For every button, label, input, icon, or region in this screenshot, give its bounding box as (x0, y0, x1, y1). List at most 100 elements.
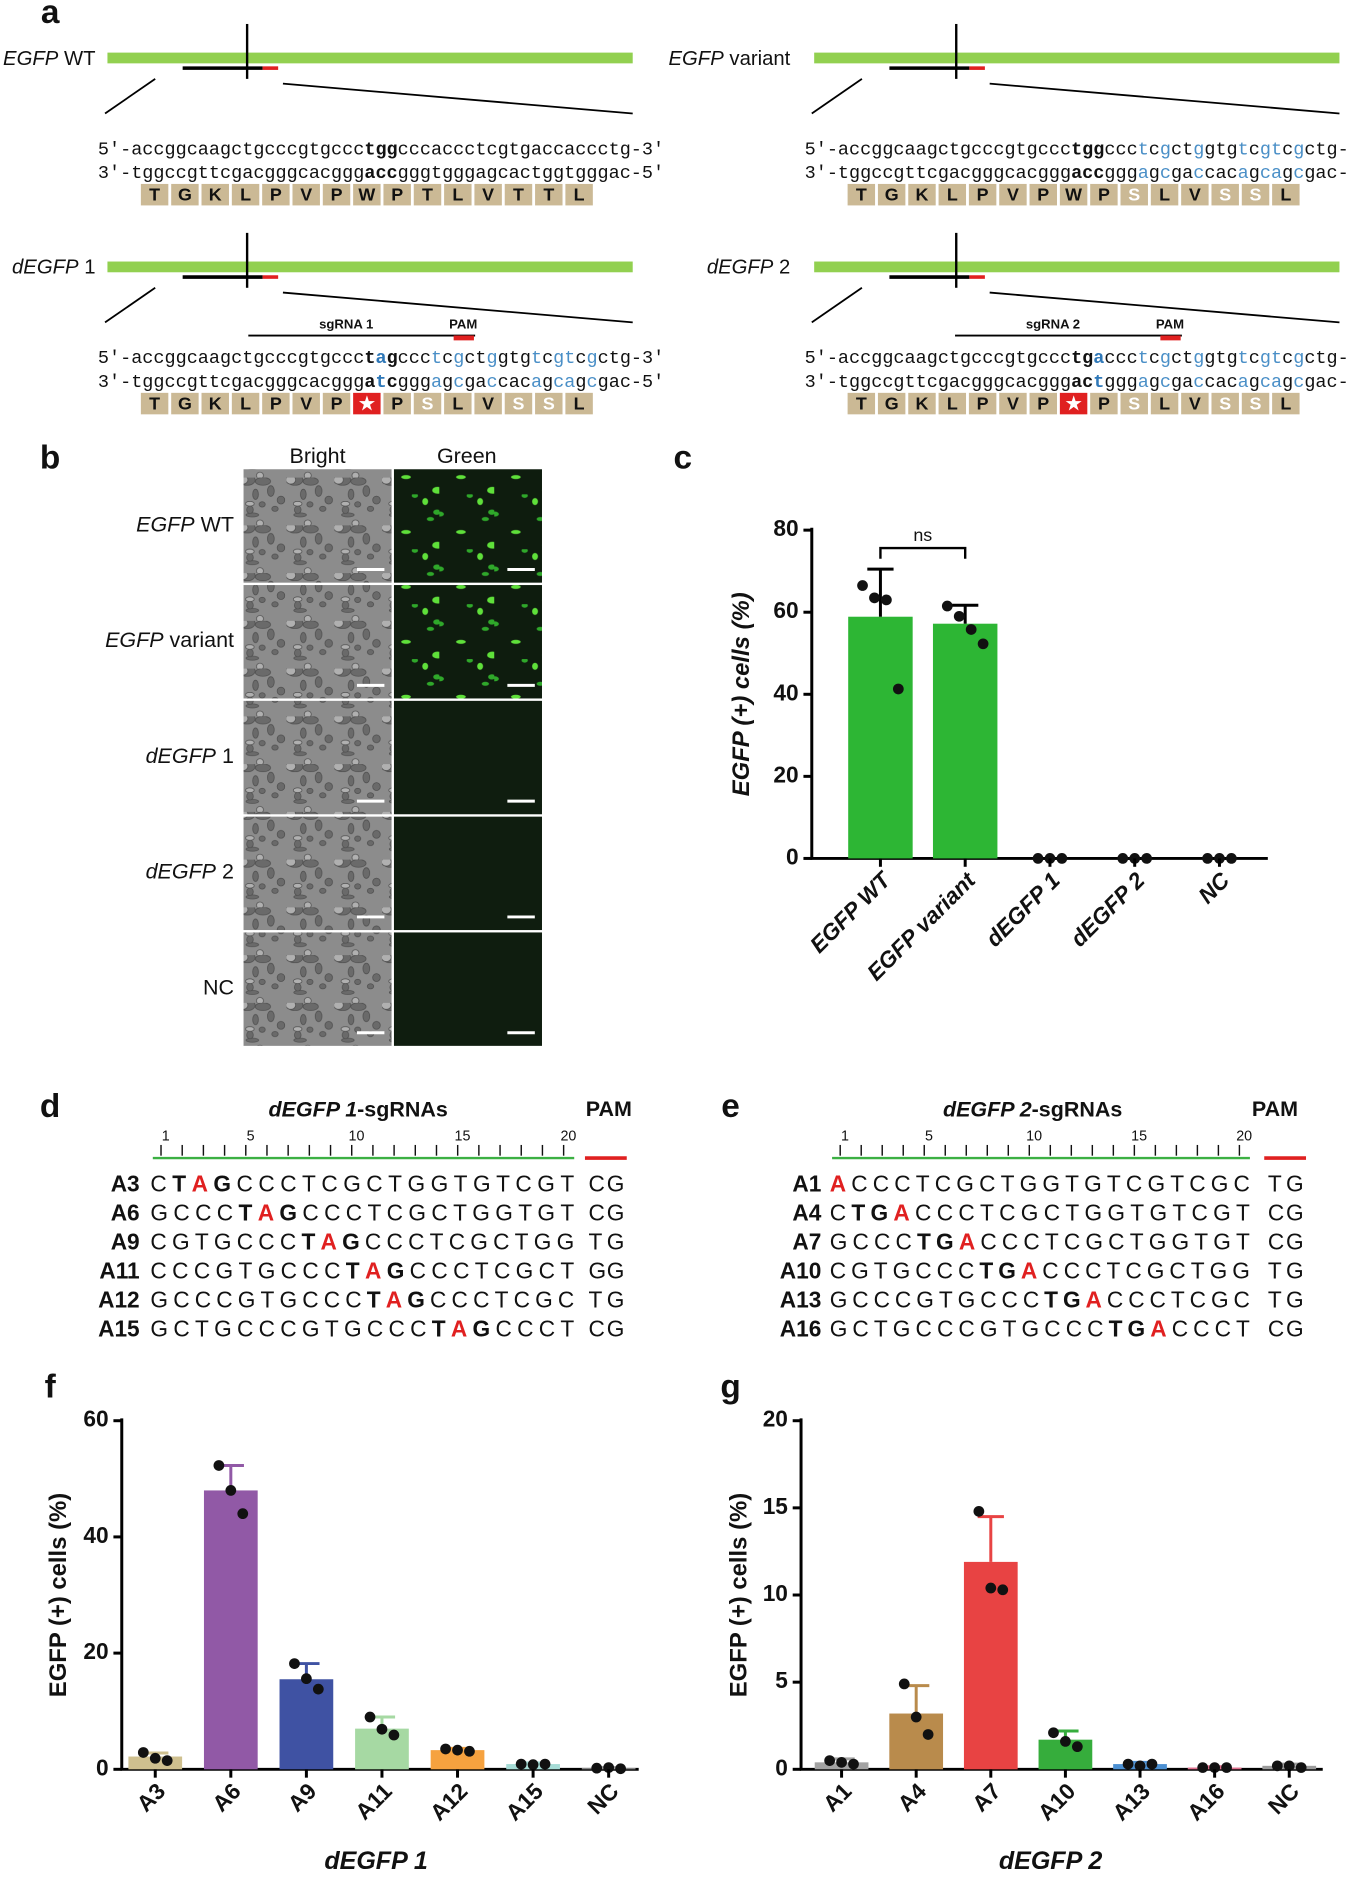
data-point (301, 1673, 312, 1685)
data-point (869, 592, 880, 604)
ruler-label: 1 (841, 1128, 849, 1144)
label-suffix: 1 (84, 257, 95, 279)
sequence: GCCC TG A CCCTCGCTGGTGT (830, 1229, 1250, 1255)
gene-name: dEGFP 2 (943, 1097, 1032, 1121)
x-tick-label: NC (1193, 866, 1235, 908)
sequence-segment: t (375, 372, 386, 393)
residue-box (938, 392, 967, 415)
residue-box (535, 183, 563, 206)
zoom-line (282, 291, 633, 324)
residue-box (231, 183, 260, 206)
sequence-segment: CCCTCGCTGG (1042, 1258, 1250, 1284)
sequence-segment: G (387, 1258, 405, 1284)
sequence-segment: ct (464, 348, 486, 369)
residue: S (422, 394, 434, 414)
sequence-segment: 5'-accggcaagctgcccgtgccc (805, 348, 1071, 369)
sequence: GCCCGTGCCC T A G CCCTCGC (150, 1287, 574, 1313)
sequence-segment: A (1150, 1316, 1166, 1342)
data-point (1221, 1762, 1232, 1773)
label-suffix: 2 (222, 859, 234, 883)
gene-name: dEGFP (707, 257, 774, 279)
y-tick-label: 5 (775, 1667, 788, 1693)
row-name: A4 (792, 1200, 821, 1226)
residue-box (413, 392, 442, 415)
sequence-segment: c (1160, 163, 1171, 184)
sequence-segment: T (367, 1287, 381, 1313)
data-point (1122, 1758, 1134, 1770)
data-point (440, 1743, 451, 1755)
sequence-segment: ggg (398, 372, 431, 393)
sequence-segment: c (442, 348, 453, 369)
sequence-segment: C (830, 1200, 846, 1226)
row-name: A6 (111, 1200, 140, 1226)
bright-image (243, 700, 392, 815)
x-axis-label: dEGFP 2 (999, 1847, 1103, 1875)
sequence-segment: c (387, 372, 398, 393)
residue: G (178, 394, 192, 414)
residue: S (513, 394, 525, 414)
ruler-label: 5 (925, 1128, 933, 1144)
row-name: A3 (111, 1171, 140, 1197)
sequence-segment: ccc (1104, 348, 1137, 369)
x-tick-label: A9 (282, 1778, 321, 1817)
data-point (1056, 853, 1068, 864)
sequence-segment: A (192, 1171, 208, 1197)
residue-box (1029, 392, 1057, 415)
residue-box (1090, 392, 1118, 415)
gene-name: EGFP (105, 628, 164, 652)
x-tick-label: NC (582, 1778, 624, 1820)
sequence-segment: CCCTCGCTGG (365, 1229, 574, 1255)
sequence-segment: c (1249, 348, 1260, 369)
pam-sequence: CG (1268, 1229, 1304, 1255)
residue: S (1250, 185, 1262, 205)
residue-box (171, 183, 199, 206)
residue-box (201, 392, 229, 415)
label: EGFP WT (136, 512, 234, 536)
label: dEGFP 2-sgRNAs (943, 1097, 1122, 1121)
sequence-segment: A (258, 1200, 274, 1226)
ruler-label: 15 (454, 1128, 470, 1144)
sequence-segment: 3'-tggccgttcgacgggcacggg (98, 372, 364, 393)
data-point (1141, 853, 1153, 864)
residue: L (240, 394, 251, 414)
ruler-label: 1 (162, 1128, 170, 1144)
x-tick-label: A12 (425, 1778, 473, 1826)
residue: V (300, 185, 312, 205)
residue-box (1059, 183, 1088, 206)
sequence-segment: T (301, 1229, 315, 1255)
data-point (941, 600, 953, 612)
residue: L (1280, 185, 1291, 205)
panel-label: e (721, 1088, 740, 1125)
row-name: A15 (98, 1316, 140, 1342)
label-suffix: NC (203, 975, 234, 999)
sequence-segment: TG (1044, 1287, 1080, 1313)
residue: S (1128, 185, 1140, 205)
bar (932, 623, 998, 859)
y-axis-label: EGFP (+) cells (%) (725, 1493, 752, 1697)
sequence-segment: c (587, 372, 598, 393)
bar (355, 1728, 409, 1770)
label-suffix: WT (201, 512, 234, 536)
sequence-segment: g (487, 348, 498, 369)
data-point (137, 1747, 149, 1758)
x-tick-label: dEGFP 2 (1065, 867, 1150, 952)
data-point (1117, 853, 1129, 864)
residue-box (877, 392, 906, 415)
zoom-line (104, 78, 156, 115)
sequence-segment: t (1093, 372, 1104, 393)
residue-box (474, 183, 502, 206)
sequence: CGTGCCC TG A CCCTCGCTGG (830, 1258, 1250, 1284)
sequence-segment: gac-5' (1304, 163, 1349, 184)
residue-box (999, 183, 1027, 206)
sgrna-label: sgRNA 1 (319, 316, 373, 331)
residue-box (938, 183, 967, 206)
sequence-segment: 3'-tggccgttcgacgggcacggg (805, 372, 1071, 393)
residue-box (1241, 392, 1270, 415)
sequence-segment: g (387, 348, 398, 369)
data-point (1226, 853, 1237, 864)
residue: P (1037, 185, 1049, 205)
sequence-segment: c (1149, 348, 1160, 369)
sequence-segment: g (587, 348, 598, 369)
data-point (289, 1658, 300, 1669)
